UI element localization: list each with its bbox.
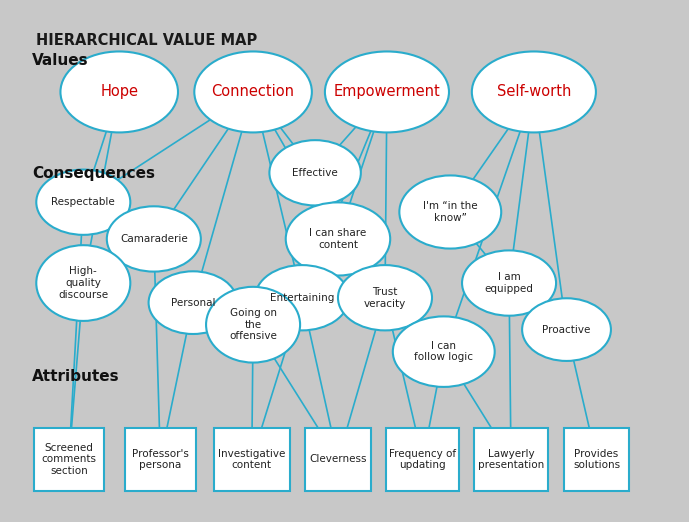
FancyBboxPatch shape — [387, 428, 460, 491]
Text: High-
quality
discourse: High- quality discourse — [59, 266, 108, 300]
Text: HIERARCHICAL VALUE MAP: HIERARCHICAL VALUE MAP — [37, 33, 258, 48]
Text: Frequency of
updating: Frequency of updating — [389, 448, 456, 470]
Text: Investigative
content: Investigative content — [218, 448, 285, 470]
Ellipse shape — [149, 271, 238, 334]
Ellipse shape — [462, 251, 556, 316]
Ellipse shape — [472, 52, 596, 133]
Text: Consequences: Consequences — [32, 167, 155, 181]
Text: Entertaining: Entertaining — [270, 293, 334, 303]
Ellipse shape — [37, 170, 130, 235]
FancyBboxPatch shape — [305, 428, 371, 491]
Text: Provides
solutions: Provides solutions — [573, 448, 620, 470]
Text: Trust
veracity: Trust veracity — [364, 287, 406, 309]
Ellipse shape — [338, 265, 432, 330]
Ellipse shape — [194, 52, 312, 133]
Text: Self-worth: Self-worth — [497, 85, 571, 100]
Ellipse shape — [325, 52, 449, 133]
Ellipse shape — [37, 245, 130, 321]
Ellipse shape — [107, 206, 200, 271]
Text: Values: Values — [32, 53, 89, 68]
Ellipse shape — [61, 52, 178, 133]
Ellipse shape — [255, 265, 349, 330]
Text: Respectable: Respectable — [52, 197, 115, 207]
FancyBboxPatch shape — [34, 428, 104, 491]
Text: Proactive: Proactive — [542, 325, 590, 335]
Text: Professor's
persona: Professor's persona — [132, 448, 189, 470]
FancyBboxPatch shape — [125, 428, 196, 491]
Ellipse shape — [286, 203, 390, 276]
Text: Hope: Hope — [100, 85, 138, 100]
Text: Lawyerly
presentation: Lawyerly presentation — [478, 448, 544, 470]
Text: I can share
content: I can share content — [309, 228, 367, 250]
FancyBboxPatch shape — [214, 428, 289, 491]
FancyBboxPatch shape — [564, 428, 629, 491]
Text: Attributes: Attributes — [32, 369, 120, 384]
Text: Personal: Personal — [171, 298, 215, 307]
Ellipse shape — [400, 175, 501, 248]
Text: Going on
the
offensive: Going on the offensive — [229, 308, 277, 341]
Text: Cleverness: Cleverness — [309, 455, 367, 465]
Text: Connection: Connection — [212, 85, 295, 100]
Ellipse shape — [522, 298, 611, 361]
Text: Effective: Effective — [292, 168, 338, 178]
Ellipse shape — [393, 316, 495, 387]
Ellipse shape — [206, 287, 300, 363]
Text: Empowerment: Empowerment — [333, 85, 440, 100]
Text: I am
equipped: I am equipped — [484, 272, 533, 294]
Text: I can
follow logic: I can follow logic — [414, 341, 473, 362]
Text: Screened
comments
section: Screened comments section — [41, 443, 96, 476]
Text: Camaraderie: Camaraderie — [120, 234, 187, 244]
FancyBboxPatch shape — [475, 428, 548, 491]
Text: I'm “in the
know”: I'm “in the know” — [423, 201, 477, 223]
Ellipse shape — [269, 140, 361, 206]
